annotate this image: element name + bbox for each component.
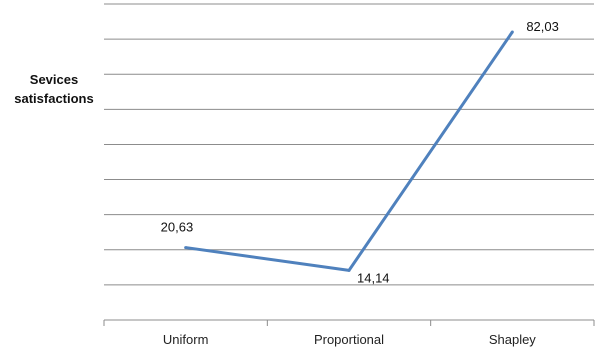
y-axis-label-line-2: satisfactions bbox=[14, 91, 94, 106]
x-tick-label: Shapley bbox=[489, 332, 536, 347]
y-axis-label: Sevices satisfactions bbox=[4, 70, 104, 108]
x-tick-label: Proportional bbox=[314, 332, 384, 347]
data-label: 20,63 bbox=[161, 220, 194, 235]
data-point bbox=[510, 30, 514, 34]
y-axis-label-line-1: Sevices bbox=[29, 72, 79, 87]
data-point bbox=[347, 268, 351, 272]
data-label: 82,03 bbox=[526, 19, 559, 34]
data-label: 14,14 bbox=[357, 270, 390, 285]
series-line bbox=[185, 31, 514, 272]
x-tick-label: Uniform bbox=[163, 332, 209, 347]
data-point bbox=[184, 246, 188, 250]
